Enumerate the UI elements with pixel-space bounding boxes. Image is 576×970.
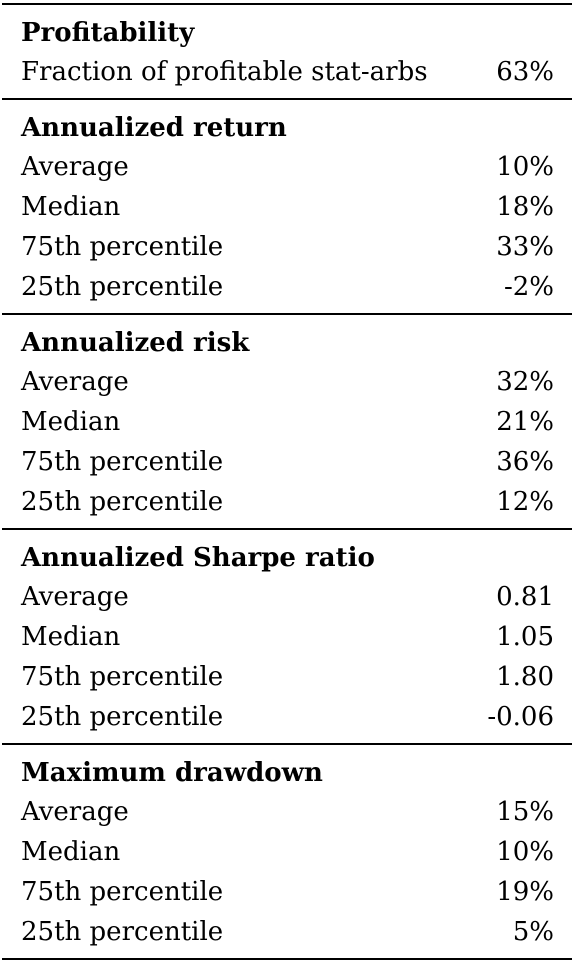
row-label: 75th percentile (21, 232, 224, 262)
row-value: 12% (496, 487, 554, 517)
row-label: Median (21, 192, 121, 222)
row-value: 63% (496, 57, 554, 87)
table-row: 75th percentile 19% (2, 872, 572, 912)
section-header: Maximum drawdown (21, 758, 323, 788)
table-row: Average 0.81 (2, 577, 572, 617)
row-label: 25th percentile (21, 487, 224, 517)
row-value: -2% (503, 272, 554, 302)
row-value: 10% (496, 152, 554, 182)
row-label: Median (21, 407, 121, 437)
row-value: 5% (512, 917, 554, 947)
table-section: Annualized risk Average 32% Median 21% 75th p… (2, 313, 572, 528)
table-row: 75th percentile 1.80 (2, 657, 572, 697)
row-value: 1.05 (496, 622, 554, 652)
row-label: 75th percentile (21, 447, 224, 477)
row-label: Median (21, 837, 121, 867)
row-value: 0.81 (496, 582, 554, 612)
row-label: Average (21, 367, 129, 397)
table-row: 25th percentile -0.06 (2, 697, 572, 737)
row-value: 18% (496, 192, 554, 222)
section-header: Profitability (21, 18, 195, 48)
section-header: Annualized Sharpe ratio (21, 543, 375, 573)
section-header: Annualized return (21, 113, 287, 143)
table-row: Median 10% (2, 832, 572, 872)
table-row: Median 1.05 (2, 617, 572, 657)
row-label: Fraction of profitable stat-arbs (21, 57, 428, 87)
table-section: Annualized return Average 10% Median 18% 75th… (2, 98, 572, 313)
table-section: Profitability Fraction of profitable stat… (2, 3, 572, 98)
table-row: Average 32% (2, 362, 572, 402)
table-row: 25th percentile 5% (2, 912, 572, 952)
row-label: Average (21, 582, 129, 612)
table-row: Average 10% (2, 147, 572, 187)
section-header: Annualized risk (21, 328, 250, 358)
row-label: 25th percentile (21, 272, 224, 302)
row-value: 36% (496, 447, 554, 477)
row-label: Average (21, 152, 129, 182)
table-row: Median 21% (2, 402, 572, 442)
row-value: 10% (496, 837, 554, 867)
row-label: 75th percentile (21, 662, 224, 692)
row-label: 25th percentile (21, 702, 224, 732)
table-row: 25th percentile 12% (2, 482, 572, 522)
table-row: Fraction of profitable stat-arbs 63% (2, 52, 572, 92)
table-row: 75th percentile 33% (2, 227, 572, 267)
row-label: 75th percentile (21, 877, 224, 907)
row-label: Median (21, 622, 121, 652)
row-value: 21% (496, 407, 554, 437)
table-row: 75th percentile 36% (2, 442, 572, 482)
row-value: -0.06 (487, 702, 554, 732)
row-label: 25th percentile (21, 917, 224, 947)
row-value: 33% (496, 232, 554, 262)
table-row: Median 18% (2, 187, 572, 227)
row-value: 1.80 (496, 662, 554, 692)
row-value: 32% (496, 367, 554, 397)
statistics-table: Profitability Fraction of profitable stat… (2, 3, 572, 960)
row-label: Average (21, 797, 129, 827)
table-row: Average 15% (2, 792, 572, 832)
row-value: 19% (496, 877, 554, 907)
table-section: Annualized Sharpe ratio Average 0.81 Median… (2, 528, 572, 743)
table-section: Maximum drawdown Average 15% Median 10% 75th … (2, 743, 572, 960)
row-value: 15% (496, 797, 554, 827)
table-row: 25th percentile -2% (2, 267, 572, 307)
